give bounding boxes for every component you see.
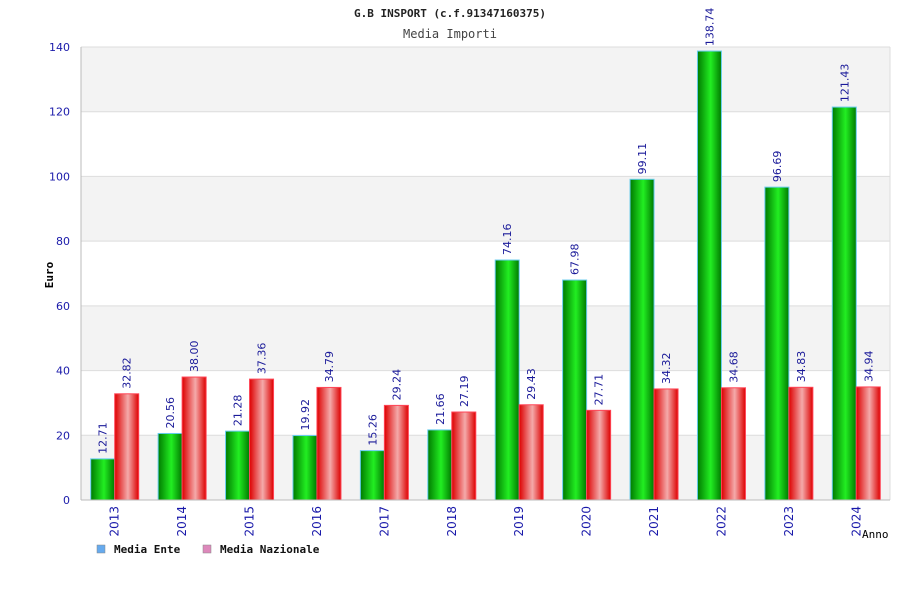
grid-band (81, 47, 890, 112)
plot-background (81, 47, 890, 500)
y-tick-labels: 0 20 40 60 80 100 120 140 (49, 41, 70, 507)
bar-value-label: 29.24 (390, 369, 403, 401)
x-tick-label: 2016 (310, 506, 324, 537)
bar-value-label: 34.83 (795, 351, 808, 383)
x-tick-label: 2024 (849, 506, 863, 537)
y-tick-label: 140 (49, 41, 70, 54)
x-tick-label: 2017 (377, 506, 391, 537)
y-tick-label: 40 (56, 365, 70, 378)
bar-media-nazionale (114, 393, 140, 501)
bar-media-ente (225, 430, 251, 501)
grid-band (81, 176, 890, 242)
bar-media-ente (427, 429, 453, 501)
bar-value-label: 138.74 (703, 8, 716, 47)
bar-value-label: 29.43 (525, 368, 538, 400)
x-tick-label: 2021 (647, 506, 661, 537)
bar-media-nazionale (720, 387, 746, 501)
bar-media-ente (629, 178, 655, 501)
legend-swatch (96, 544, 106, 554)
bar-value-labels: 12.71 32.82 20.56 38.00 21.28 37.36 19.92 34.79… (97, 8, 876, 454)
bar-value-label: 74.16 (501, 224, 514, 256)
bar-media-nazionale (316, 386, 342, 501)
y-tick-label: 60 (56, 300, 70, 313)
bar-value-label: 37.36 (256, 343, 269, 375)
x-tick-label: 2023 (782, 506, 796, 537)
y-tick-label: 120 (49, 106, 70, 119)
bar-value-label: 99.11 (636, 143, 649, 175)
y-tick-label: 0 (63, 494, 70, 507)
bar-value-label: 34.94 (862, 350, 875, 382)
legend-label: Media Nazionale (220, 543, 320, 556)
bar-value-label: 96.69 (771, 151, 784, 183)
bar-media-ente (831, 106, 857, 501)
x-tick-label: 2013 (108, 506, 122, 537)
bar-value-label: 19.92 (299, 399, 312, 431)
bar-value-label: 21.28 (232, 395, 245, 427)
bar-media-ente (90, 458, 116, 501)
bar-media-ente (292, 435, 318, 501)
bar-value-label: 27.71 (593, 374, 606, 406)
bar-value-label: 12.71 (97, 422, 110, 454)
bar-media-nazionale (586, 409, 612, 501)
bar-value-label: 34.32 (660, 352, 673, 384)
grid-band (81, 435, 890, 500)
x-tick-label: 2019 (512, 506, 526, 537)
grid-band (81, 305, 890, 371)
y-axis-label: Euro (43, 261, 56, 288)
bar-value-label: 21.66 (434, 393, 447, 425)
bar-value-label: 34.68 (727, 351, 740, 383)
bar-value-label: 121.43 (838, 64, 851, 103)
bar-media-nazionale (383, 404, 409, 501)
bar-media-ente (157, 432, 183, 501)
y-tick-label: 20 (56, 429, 70, 442)
axes (80, 47, 890, 501)
bar-value-label: 20.56 (164, 397, 177, 429)
chart-subtitle: Media Importi (403, 27, 497, 41)
bar-value-label: 34.79 (323, 351, 336, 383)
x-tick-label: 2020 (580, 506, 594, 537)
bar-media-nazionale (653, 388, 679, 501)
bar-media-ente (562, 279, 588, 501)
bar-media-nazionale (181, 376, 207, 501)
x-tick-labels: 2013 2014 2015 2016 2017 2018 2019 2020 2021 2022… (108, 506, 864, 537)
bar-value-label: 67.98 (569, 244, 582, 276)
x-tick-label: 2022 (714, 506, 728, 537)
bar-media-nazionale (249, 378, 275, 501)
bar-media-nazionale (788, 386, 814, 501)
x-tick-label: 2018 (445, 506, 459, 537)
legend: Media Ente Media Nazionale (96, 543, 320, 556)
bar-value-label: 32.82 (121, 357, 134, 389)
x-tick-label: 2014 (175, 506, 189, 537)
bar-media-nazionale (451, 411, 477, 501)
bar-media-ente (764, 186, 790, 501)
bar-value-label: 15.26 (366, 414, 379, 446)
bar-media-ente (696, 50, 722, 501)
bar-value-label: 27.19 (458, 376, 471, 408)
bar-media-ente (359, 450, 385, 501)
y-tick-label: 100 (49, 170, 70, 183)
legend-label: Media Ente (114, 543, 181, 556)
bar-value-label: 38.00 (188, 341, 201, 373)
bar-media-ente (494, 259, 520, 501)
x-tick-label: 2015 (243, 506, 257, 537)
bar-media-nazionale (855, 386, 881, 501)
bar-media-nazionale (518, 404, 544, 501)
plot-area (81, 47, 890, 500)
gridlines (81, 46, 891, 501)
legend-swatch (202, 544, 212, 554)
chart-title: G.B INSPORT (c.f.91347160375) (354, 7, 546, 20)
bars (90, 50, 881, 501)
x-axis-label: Anno (862, 528, 889, 541)
y-tick-label: 80 (56, 235, 70, 248)
